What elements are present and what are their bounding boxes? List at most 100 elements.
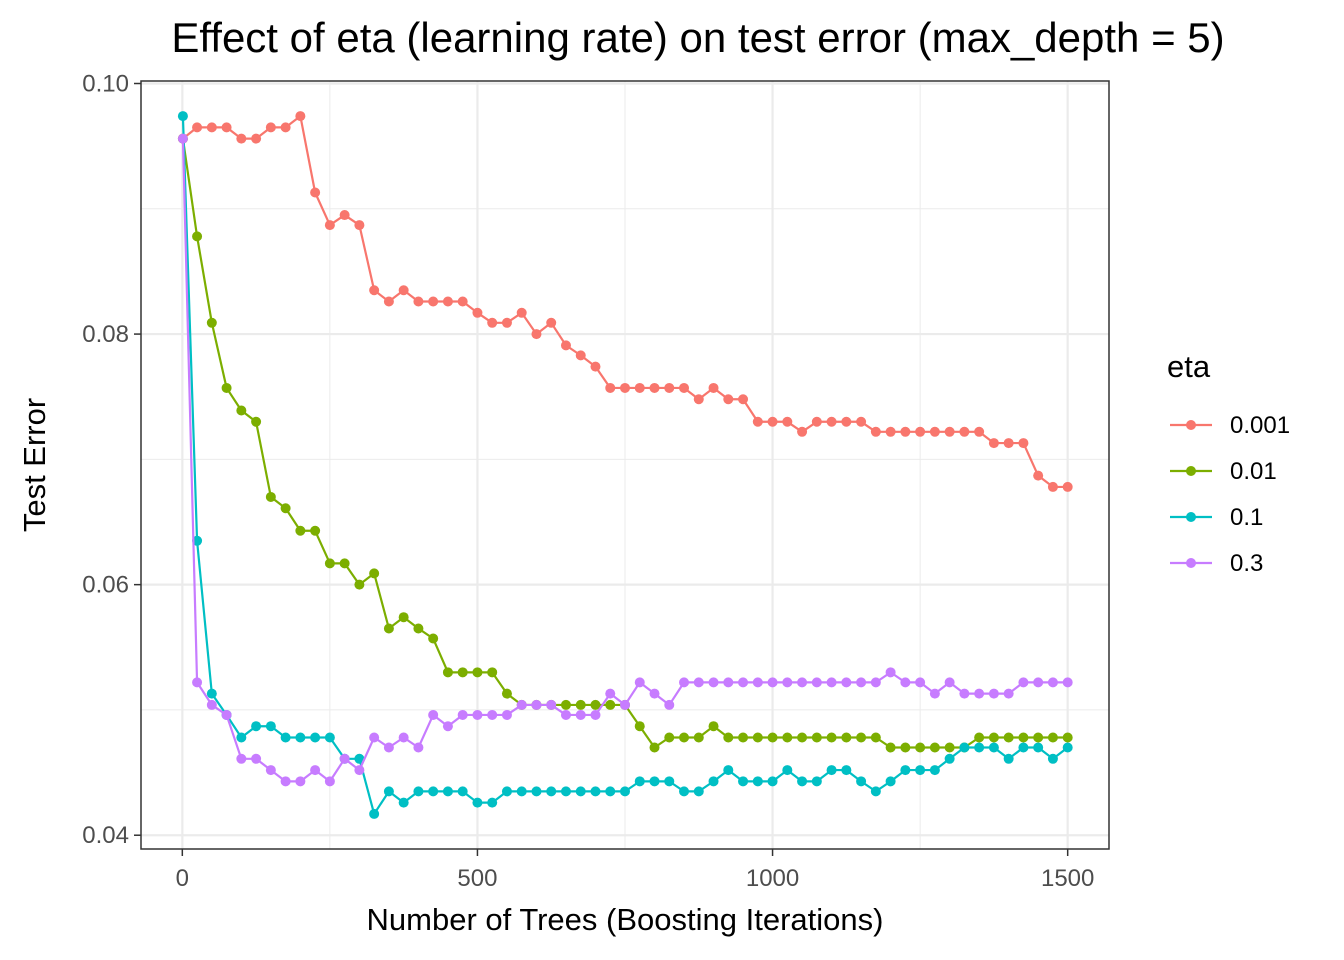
data-point bbox=[679, 732, 690, 743]
data-point bbox=[516, 307, 527, 318]
data-point bbox=[841, 677, 852, 688]
data-point bbox=[1003, 438, 1014, 449]
data-point bbox=[428, 709, 439, 720]
data-point bbox=[797, 732, 808, 743]
data-point bbox=[752, 776, 763, 787]
data-point bbox=[620, 786, 630, 797]
data-point bbox=[457, 786, 468, 797]
data-point bbox=[251, 753, 262, 764]
data-point bbox=[1047, 677, 1058, 688]
data-point bbox=[752, 416, 763, 427]
data-point bbox=[708, 776, 719, 787]
data-point bbox=[605, 688, 616, 699]
legend-key-point bbox=[1186, 420, 1196, 430]
data-point bbox=[885, 776, 896, 787]
data-point bbox=[797, 426, 808, 437]
data-point bbox=[487, 317, 498, 328]
data-point bbox=[531, 329, 542, 340]
data-point bbox=[339, 210, 350, 221]
data-point bbox=[723, 677, 734, 688]
data-point bbox=[442, 296, 453, 307]
data-point bbox=[575, 350, 586, 361]
data-point bbox=[324, 558, 335, 569]
data-point bbox=[974, 688, 985, 699]
data-point bbox=[457, 296, 468, 307]
data-point bbox=[251, 721, 262, 732]
data-point bbox=[280, 122, 291, 133]
data-point bbox=[560, 709, 571, 720]
data-point bbox=[310, 187, 321, 198]
legend-key-point bbox=[1186, 558, 1196, 568]
plot-border bbox=[140, 80, 1110, 850]
legend-item-0.001: 0.001 bbox=[1170, 412, 1290, 439]
data-point bbox=[1033, 677, 1044, 688]
data-point bbox=[501, 786, 512, 797]
y-tick-label: 0.04 bbox=[82, 822, 129, 849]
data-point bbox=[708, 721, 719, 732]
data-point bbox=[826, 416, 837, 427]
data-point bbox=[1033, 470, 1044, 481]
data-point bbox=[472, 709, 483, 720]
data-point bbox=[767, 732, 778, 743]
data-point bbox=[811, 416, 822, 427]
data-point bbox=[634, 776, 645, 787]
data-point bbox=[472, 667, 483, 678]
data-point bbox=[428, 296, 439, 307]
data-point bbox=[383, 742, 394, 753]
data-point bbox=[251, 133, 262, 144]
data-point bbox=[487, 709, 498, 720]
data-point bbox=[767, 776, 778, 787]
data-point bbox=[649, 688, 660, 699]
data-point bbox=[295, 111, 306, 122]
y-tick-label: 0.10 bbox=[82, 71, 129, 98]
data-point bbox=[501, 688, 512, 699]
data-point bbox=[324, 732, 335, 743]
data-point bbox=[988, 438, 999, 449]
data-point bbox=[413, 786, 424, 797]
data-point bbox=[944, 742, 955, 753]
data-point bbox=[192, 231, 203, 242]
data-point bbox=[1003, 732, 1014, 743]
data-point bbox=[575, 786, 586, 797]
data-point bbox=[560, 786, 571, 797]
data-point bbox=[929, 742, 940, 753]
legend-label: 0.3 bbox=[1230, 550, 1263, 577]
data-point bbox=[649, 382, 660, 393]
data-point bbox=[590, 786, 601, 797]
data-point bbox=[590, 361, 601, 372]
y-tick-label: 0.06 bbox=[82, 572, 129, 599]
data-point bbox=[870, 677, 881, 688]
data-point bbox=[693, 786, 704, 797]
data-point bbox=[944, 753, 955, 764]
data-point bbox=[649, 742, 660, 753]
data-point bbox=[634, 382, 645, 393]
data-point bbox=[206, 122, 217, 133]
data-point bbox=[605, 382, 616, 393]
data-point bbox=[560, 699, 571, 710]
data-point bbox=[974, 742, 985, 753]
data-point bbox=[192, 535, 203, 546]
y-axis-title: Test Error bbox=[17, 398, 52, 532]
grid-lines bbox=[141, 81, 1109, 849]
data-point bbox=[767, 677, 778, 688]
data-point bbox=[295, 776, 306, 787]
data-point bbox=[885, 667, 896, 678]
data-point bbox=[620, 699, 630, 710]
data-point bbox=[900, 426, 911, 437]
data-point bbox=[1033, 742, 1044, 753]
data-point bbox=[679, 786, 690, 797]
data-point bbox=[915, 426, 926, 437]
data-point bbox=[413, 742, 424, 753]
data-point bbox=[369, 808, 380, 819]
data-point bbox=[664, 732, 675, 743]
data-point bbox=[752, 732, 763, 743]
data-point bbox=[723, 765, 734, 776]
legend: 0.001 0.01 0.1 0.3 bbox=[1170, 412, 1290, 577]
legend-key-point bbox=[1186, 466, 1196, 476]
data-point bbox=[664, 699, 675, 710]
series-layer bbox=[177, 111, 1073, 819]
data-point bbox=[900, 765, 911, 776]
data-point bbox=[856, 776, 867, 787]
data-point bbox=[1018, 677, 1029, 688]
data-point bbox=[1062, 732, 1073, 743]
